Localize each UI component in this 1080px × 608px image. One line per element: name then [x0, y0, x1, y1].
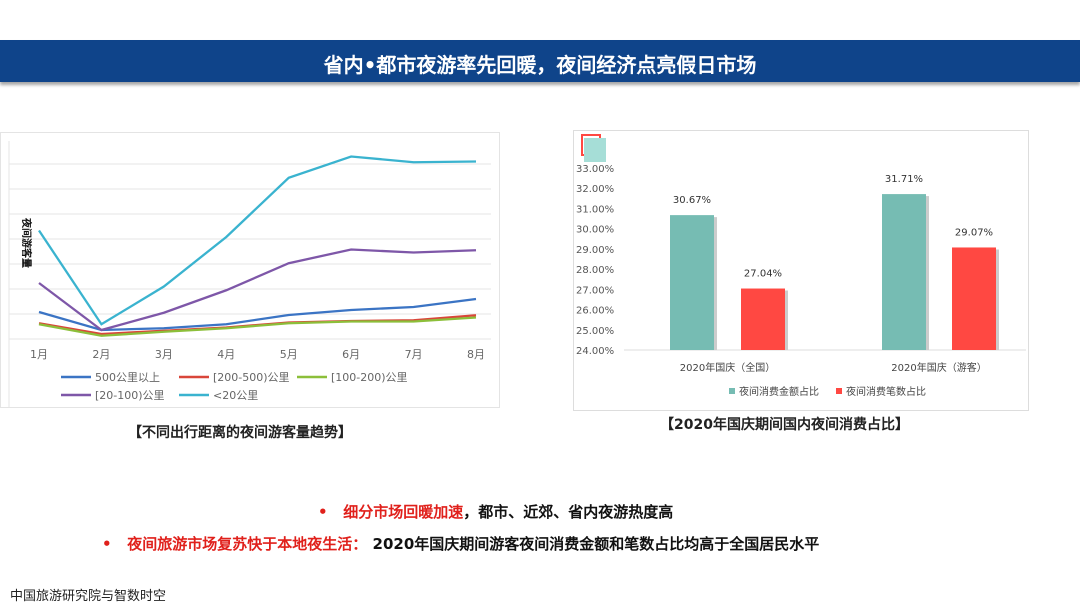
legend-label: [200-500)公里 [213, 371, 290, 384]
y-tick-label: 28.00% [576, 265, 614, 276]
page-title: 省内•都市夜游率先回暖，夜间经济点亮假日市场 [323, 53, 757, 77]
x-tick-label: 6月 [342, 348, 360, 361]
data-label: 30.67% [673, 195, 711, 206]
x-tick-label: 4月 [217, 348, 235, 361]
bullet-2-highlight: 夜间旅游市场复苏快于本地夜生活： [127, 535, 368, 553]
bar [882, 194, 926, 350]
x-tick-label: 2020年国庆（游客） [891, 361, 986, 374]
legend-label: <20公里 [213, 389, 258, 402]
legend-label: [100-200)公里 [331, 371, 408, 384]
data-label: 27.04% [744, 269, 782, 280]
y-tick-label: 29.00% [576, 245, 614, 256]
bar [670, 215, 714, 350]
x-tick-label: 2月 [92, 348, 110, 361]
series-line [38, 248, 477, 332]
legend-marker-icon [584, 138, 606, 162]
y-tick-label: 33.00% [576, 164, 614, 175]
bar [741, 288, 785, 350]
series-line [38, 297, 477, 332]
data-label: 29.07% [955, 227, 993, 238]
x-tick-label: 5月 [280, 348, 298, 361]
y-tick-label: 26.00% [576, 306, 614, 317]
line-chart-caption: 【不同出行距离的夜间游客量趋势】 [128, 425, 352, 441]
bar-chart-caption: 【2020年国庆期间国内夜间消费占比】 [660, 417, 909, 433]
legend-swatch [729, 388, 735, 394]
y-tick-label: 27.00% [576, 285, 614, 296]
bar [952, 247, 996, 350]
x-tick-label: 7月 [405, 348, 423, 361]
bar-chart: 33.00% 32.00% 31.00% 30.00% 29.00% 28.00% 27.0… [573, 130, 1029, 411]
line-chart-svg: 夜间游客量 1月 2月 3月 4月 5月 6月 7月 8月 500公里以上 [200-500)公里 [… [8, 141, 491, 407]
y-tick-label: 24.00% [576, 346, 614, 357]
x-tick-label: 3月 [155, 348, 173, 361]
series-line [38, 316, 477, 337]
y-tick-label: 25.00% [576, 326, 614, 337]
legend-label: 500公里以上 [95, 371, 160, 384]
bullet-1-text: ，都市、近郊、省内夜游热度高 [463, 503, 674, 521]
legend-label: 夜间消费金额占比 [739, 385, 819, 398]
line-chart: 夜间游客量 1月 2月 3月 4月 5月 6月 7月 8月 500公里以上 [200-500)公里 [… [0, 132, 500, 408]
legend-label: [20-100)公里 [95, 389, 165, 402]
y-axis-label: 夜间游客量 [20, 217, 33, 268]
bullet-1: • 细分市场回暖加速，都市、近郊、省内夜游热度高 [318, 503, 674, 521]
x-tick-label: 2020年国庆（全国） [680, 361, 775, 374]
bar-chart-svg: 33.00% 32.00% 31.00% 30.00% 29.00% 28.00% 27.0… [576, 134, 1026, 398]
legend-swatch [836, 388, 842, 394]
x-tick-label: 8月 [467, 348, 485, 361]
y-tick-label: 32.00% [576, 184, 614, 195]
bullet-2-text: 2020年国庆期间游客夜间消费金额和笔数占比均高于全国居民水平 [367, 535, 820, 553]
title-bar: 省内•都市夜游率先回暖，夜间经济点亮假日市场 [0, 40, 1080, 82]
bullet-1-highlight: 细分市场回暖加速 [343, 503, 464, 521]
series-line [38, 155, 477, 326]
bullet-2: • 夜间旅游市场复苏快于本地夜生活： 2020年国庆期间游客夜间消费金额和笔数占… [102, 535, 820, 553]
x-tick-label: 1月 [30, 348, 48, 361]
data-label: 31.71% [885, 174, 923, 185]
y-tick-label: 30.00% [576, 225, 614, 236]
legend-label: 夜间消费笔数占比 [846, 385, 926, 398]
footer-source: 中国旅游研究院与智数时空 [10, 589, 167, 604]
y-tick-label: 31.00% [576, 204, 614, 215]
